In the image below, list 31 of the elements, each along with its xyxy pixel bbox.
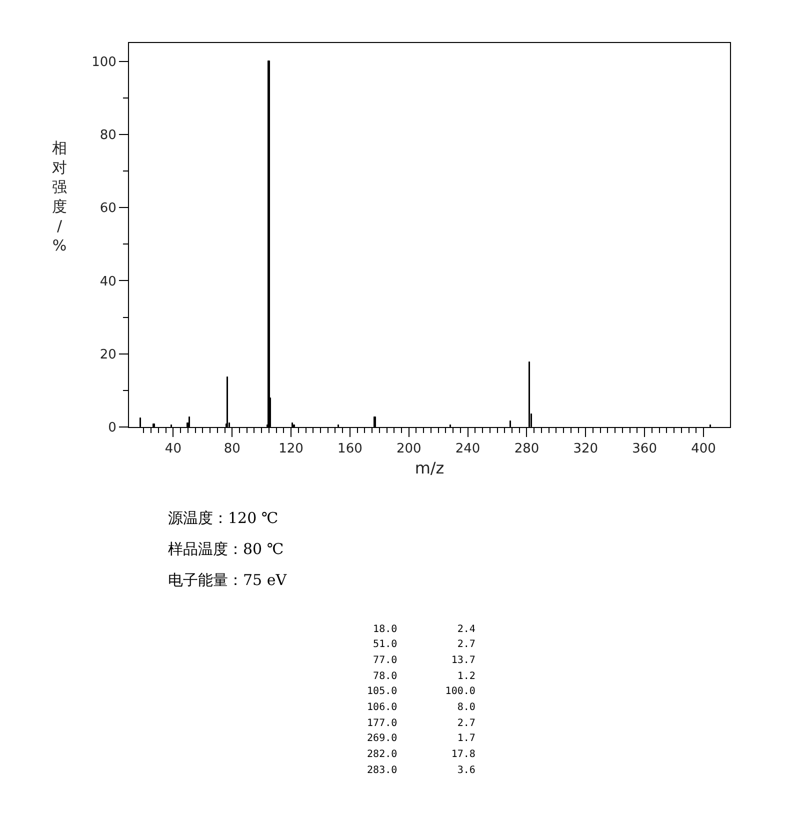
x-tick-label: 400 [691, 442, 716, 457]
text: 269.0 1.7 [355, 733, 476, 744]
text: 77.0 13.7 [355, 655, 476, 666]
text: 18.0 2.4 [355, 624, 476, 635]
y-axis-title: 相对强度/% [52, 139, 67, 254]
text: 282.0 17.8 [355, 749, 476, 760]
text: 电子能量：75 eV [168, 571, 288, 589]
x-axis-title: m/z [414, 458, 444, 478]
y-tick-label: 40 [100, 274, 116, 290]
text: 105.0 100.0 [355, 686, 476, 697]
x-tick-label: 280 [514, 442, 540, 457]
x-tick-label: 240 [455, 442, 480, 457]
x-tick-label: 120 [278, 442, 304, 457]
x-tick-label: 80 [224, 442, 240, 457]
text: 51.0 2.7 [355, 639, 476, 650]
x-tick-label: 320 [573, 442, 598, 457]
y-tick-label: 60 [100, 201, 116, 216]
x-tick-label: 160 [338, 442, 362, 457]
text: 源温度：120 ℃ [168, 509, 278, 527]
text: 106.0 8.0 [355, 702, 476, 713]
text: 177.0 2.7 [355, 718, 476, 729]
y-tick-label: 20 [100, 347, 116, 362]
x-tick-label: 40 [164, 442, 182, 457]
x-tick-label: 200 [396, 442, 422, 457]
text: 283.0 3.6 [355, 765, 476, 776]
text: 78.0 1.2 [355, 671, 476, 682]
y-tick-label: 100 [92, 54, 116, 70]
y-tick-label: 0 [108, 420, 116, 436]
text: 样品温度：80 ℃ [168, 540, 284, 558]
x-tick-label: 360 [632, 442, 657, 457]
y-tick-label: 80 [100, 128, 116, 143]
